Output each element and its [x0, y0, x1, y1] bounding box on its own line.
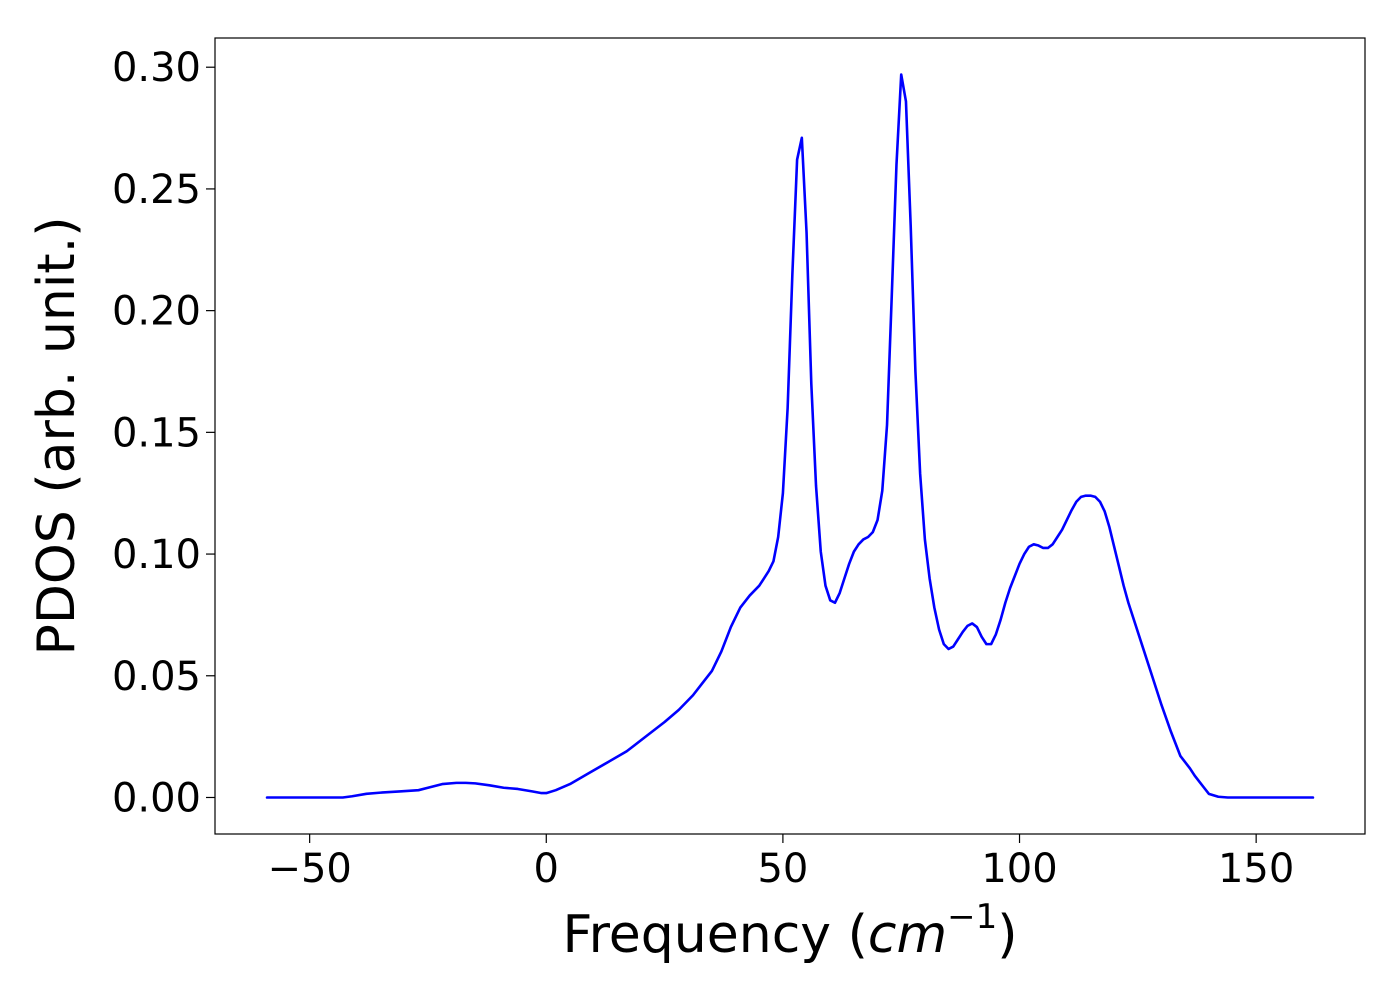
- x-tick-label: 150: [1218, 846, 1294, 892]
- x-axis-label-exponent: −1: [947, 897, 997, 937]
- y-tick-label: 0.20: [112, 289, 201, 335]
- series-group: [265, 73, 1315, 799]
- x-axis-label-close: ): [997, 905, 1017, 965]
- y-axis-ticks: 0.00 0.05 0.10 0.15 0.20 0.25 0.30: [112, 45, 215, 821]
- y-axis-label: PDOS (arb. unit.): [27, 216, 87, 655]
- plot-area-frame: [214, 37, 1366, 835]
- y-tick-label: 0.10: [112, 532, 201, 578]
- series-line: [265, 73, 1315, 799]
- y-tick-label: 0.05: [112, 654, 201, 700]
- x-axis-label-main: Frequency (: [562, 905, 867, 965]
- x-axis-ticks: −50 0 50 100 150: [267, 834, 1294, 892]
- y-tick-label: 0.00: [112, 775, 201, 821]
- x-tick-label: 50: [757, 846, 808, 892]
- x-axis-label: Frequency (cm−1): [562, 897, 1017, 965]
- x-tick-label: −50: [267, 846, 351, 892]
- y-tick-label: 0.15: [112, 410, 201, 456]
- x-tick-label: 0: [534, 846, 559, 892]
- x-tick-label: 100: [981, 846, 1057, 892]
- y-tick-label: 0.25: [112, 167, 201, 213]
- y-tick-label: 0.30: [112, 45, 201, 91]
- x-axis-label-unit: cm: [868, 905, 947, 965]
